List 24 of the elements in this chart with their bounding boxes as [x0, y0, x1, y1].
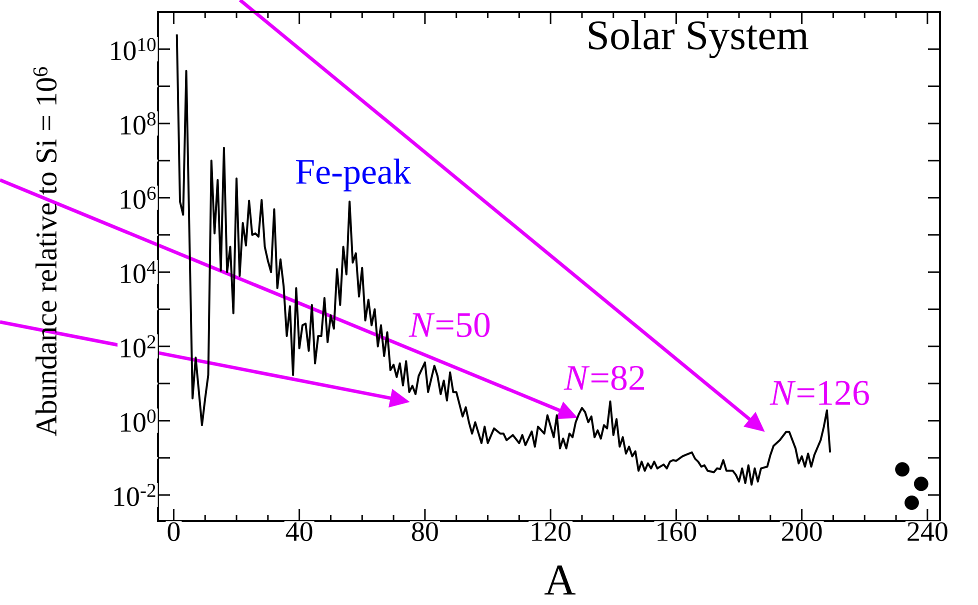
x-axis-title: A	[544, 566, 576, 595]
chart-title: Solar System	[588, 20, 808, 58]
annotation: N=50	[408, 312, 490, 338]
annotation: N=82	[564, 366, 644, 390]
x-tick-label: 200	[782, 522, 822, 542]
y-tick-label: 10$^{4}$	[120, 260, 156, 284]
y-tick-label: 10$^{10}$	[111, 38, 156, 60]
x-tick-label: 160	[658, 522, 696, 542]
y-tick-label: 10$^{-2}$	[114, 484, 156, 506]
point	[914, 476, 928, 492]
point	[904, 496, 919, 510]
x-tick-label: 40	[286, 522, 312, 542]
x-tick-label: 120	[532, 522, 571, 542]
annotation: N=126	[770, 380, 869, 406]
point	[895, 462, 910, 477]
y-axis-title: Abundance relative to Si = 10$^{6}$	[33, 67, 57, 436]
y-tick-label: 10$^{2}$	[120, 335, 156, 358]
x-tick-label: 0	[168, 522, 180, 542]
x-tick-label: 240	[908, 522, 948, 542]
x-tick-label: 80	[412, 522, 438, 542]
y-tick-label: 10$^{0}$	[120, 410, 156, 432]
y-tick-label: 10$^{8}$	[120, 112, 156, 135]
y-tick-label: 10$^{6}$	[120, 186, 156, 209]
annotation: Fe-peak	[296, 158, 411, 192]
